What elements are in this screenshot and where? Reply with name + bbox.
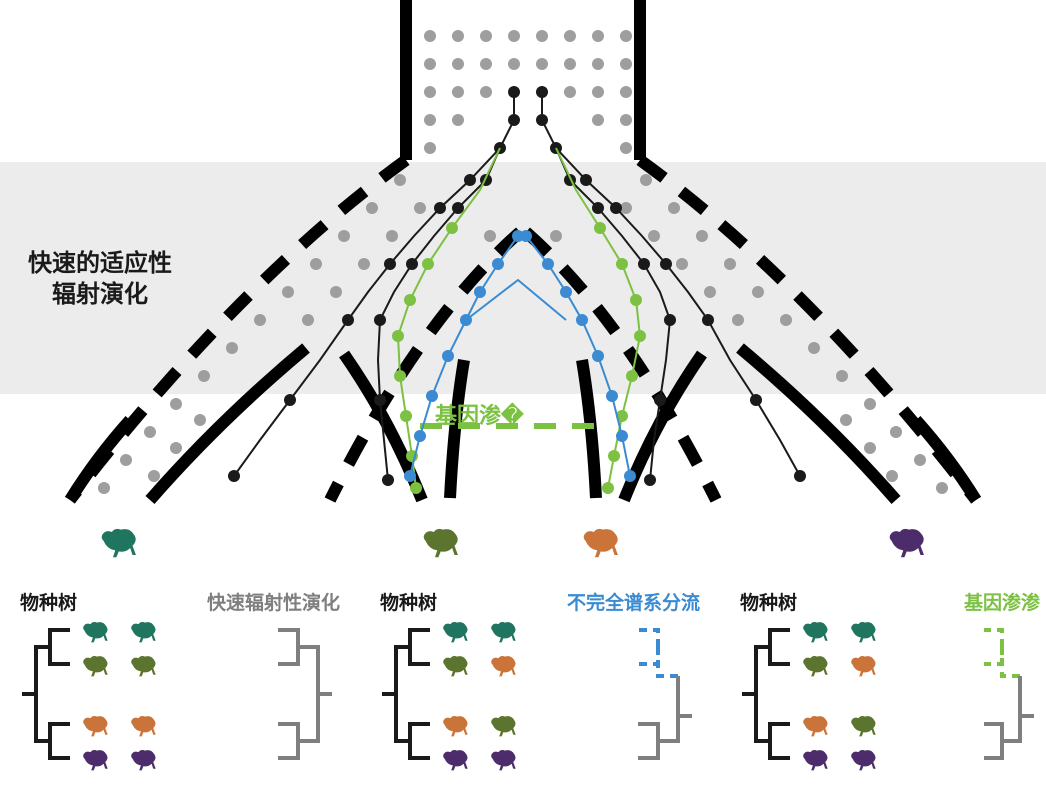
terminal-bird-3	[580, 520, 626, 560]
terminal-bird-2	[420, 520, 466, 560]
terminal-bird-4	[886, 520, 932, 560]
panel3-left-title: 物种树	[740, 588, 797, 615]
introgression-label: 基因渗�	[435, 398, 524, 430]
lineage-paths	[228, 86, 806, 494]
panel1-right-title: 快速辐射性演化	[207, 588, 340, 615]
panel1-left-title: 物种树	[20, 588, 77, 615]
panel2-right-title: 不完全谱系分流	[567, 588, 700, 615]
panel3-right-title: 基因渗渗	[964, 588, 1040, 615]
terminal-bird-1	[98, 520, 144, 560]
main-diagram	[0, 0, 1046, 560]
panel2-left-title: 物种树	[380, 588, 437, 615]
